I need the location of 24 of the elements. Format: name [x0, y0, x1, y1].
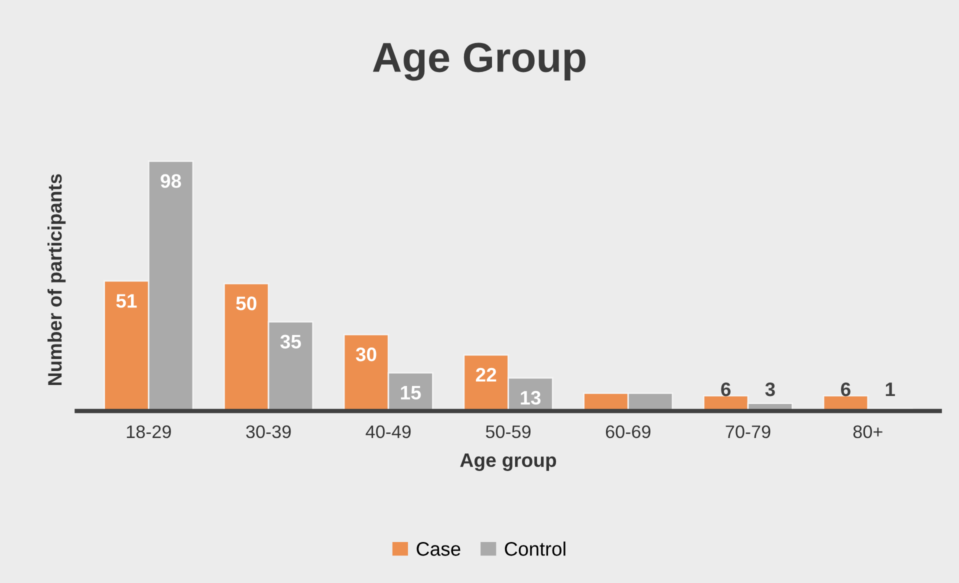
- data-label: 13: [520, 390, 541, 405]
- x-tick-label: 18-29: [126, 425, 171, 438]
- x-tick-label: 60-69: [606, 425, 650, 438]
- x-tick-label: 30-39: [246, 425, 291, 438]
- legend-label: Case: [416, 542, 460, 556]
- data-label: 50: [236, 296, 256, 310]
- x-tick-label: 70-79: [726, 425, 770, 438]
- x-axis-title: Age group: [460, 453, 556, 471]
- data-label: 3: [765, 382, 775, 396]
- data-label: 6: [721, 382, 731, 396]
- data-label: 15: [400, 386, 421, 400]
- x-tick-label: 50-59: [486, 425, 531, 438]
- legend-label: Control: [504, 542, 566, 556]
- y-axis-title: Number of participants: [47, 174, 66, 385]
- data-label: 30: [356, 348, 376, 362]
- chart-title: Age Group: [372, 42, 586, 81]
- x-tick-label: 40-49: [366, 425, 411, 438]
- data-label: 35: [280, 334, 301, 349]
- data-label: 1: [886, 382, 895, 396]
- data-label: 98: [160, 174, 182, 188]
- data-label: 6: [841, 382, 850, 396]
- x-tick-label: 80+: [853, 425, 882, 438]
- data-label: 51: [116, 294, 137, 308]
- data-label: 22: [476, 368, 496, 382]
